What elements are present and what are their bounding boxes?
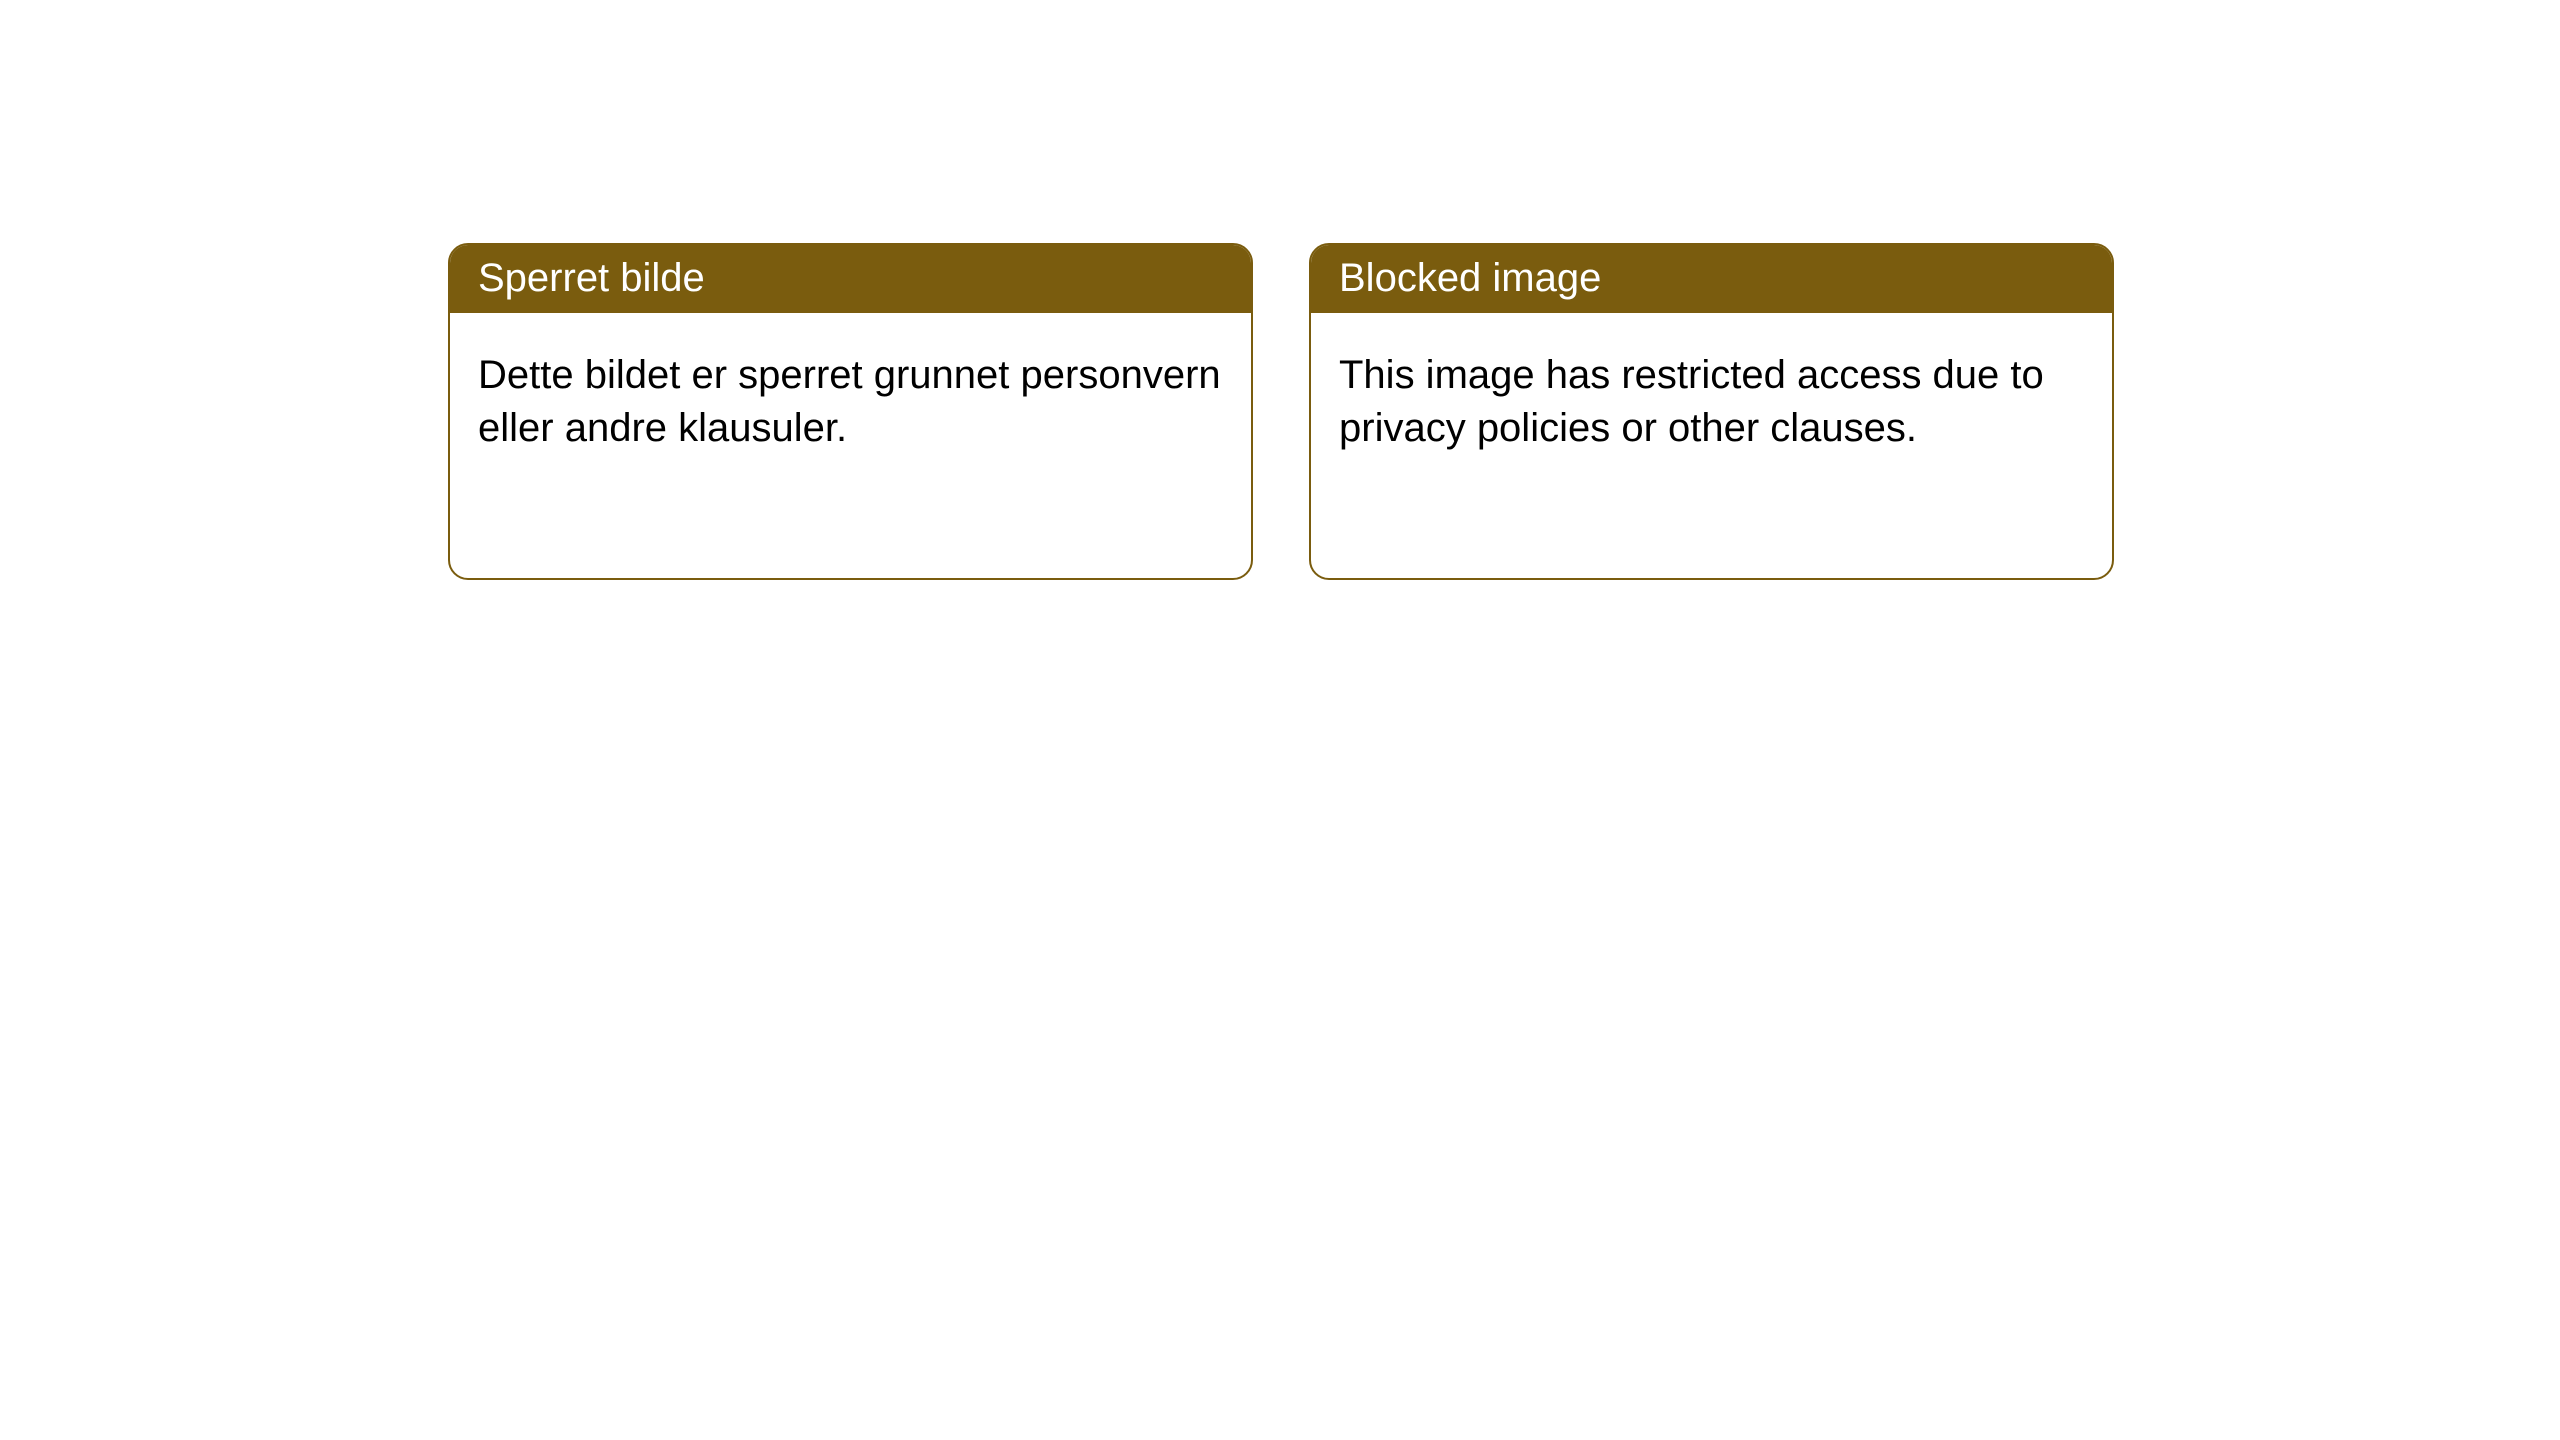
card-body: Dette bildet er sperret grunnet personve… — [450, 313, 1251, 491]
card-body: This image has restricted access due to … — [1311, 313, 2112, 491]
blocked-image-card-english: Blocked image This image has restricted … — [1309, 243, 2114, 580]
blocked-image-card-norwegian: Sperret bilde Dette bildet er sperret gr… — [448, 243, 1253, 580]
card-title: Blocked image — [1311, 245, 2112, 313]
notice-container: Sperret bilde Dette bildet er sperret gr… — [0, 0, 2560, 580]
card-title: Sperret bilde — [450, 245, 1251, 313]
